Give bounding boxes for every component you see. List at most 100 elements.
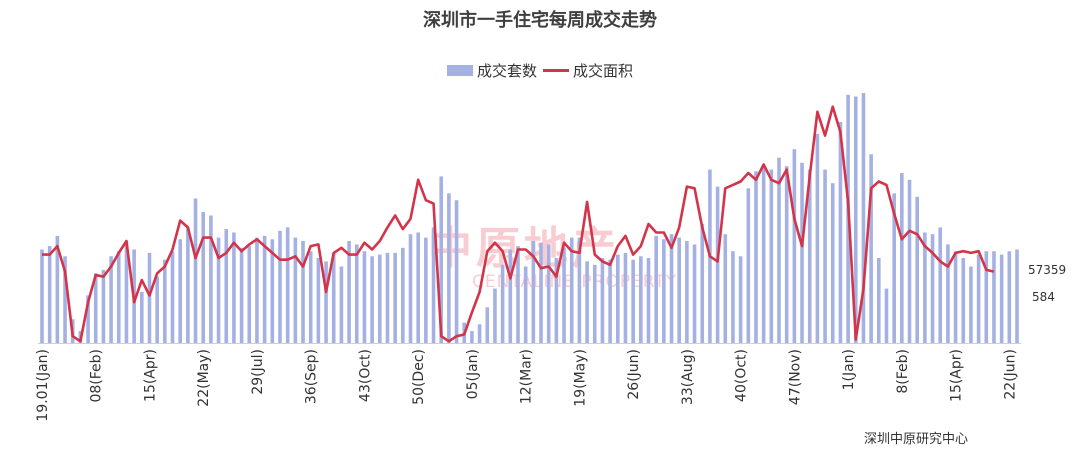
- bar: [470, 331, 474, 343]
- bar: [830, 183, 835, 343]
- bar: [715, 186, 720, 343]
- bar: [293, 237, 298, 343]
- x-tick-label: 50(Dec): [411, 349, 427, 405]
- bar: [961, 258, 966, 343]
- bar: [900, 173, 904, 343]
- x-tick-label: 36(Sep): [304, 349, 320, 404]
- bar-end-label: 584: [1032, 290, 1055, 304]
- x-tick-label: 40(Oct): [734, 349, 750, 402]
- bar: [777, 157, 781, 343]
- x-tick-label: 12(Mar): [519, 349, 535, 404]
- bar: [738, 256, 743, 343]
- bar: [884, 288, 889, 343]
- bar: [247, 246, 252, 343]
- bar: [40, 249, 44, 343]
- bar: [569, 237, 574, 343]
- x-tick-label: 19.01(Jan): [35, 349, 51, 422]
- bar: [984, 251, 989, 343]
- bar: [815, 133, 820, 343]
- bar: [301, 241, 305, 343]
- bar: [331, 252, 336, 343]
- bar: [485, 307, 490, 343]
- bar-series: [40, 93, 1019, 343]
- bar: [731, 251, 735, 343]
- bar: [531, 241, 536, 343]
- bar: [140, 292, 144, 343]
- bar: [646, 258, 651, 343]
- bar: [930, 234, 935, 343]
- bar: [362, 251, 367, 343]
- bar: [262, 235, 267, 343]
- bar: [378, 254, 382, 343]
- bar: [55, 235, 60, 343]
- bar: [654, 235, 658, 343]
- bar: [109, 256, 113, 343]
- bar: [1007, 251, 1012, 343]
- x-axis-ticks: 19.01(Jan) 08(Feb) 15(Apr) 22(May) 29(Jul) 36…: [35, 349, 1018, 422]
- bar: [86, 295, 90, 343]
- line-end-label: 57359: [1028, 263, 1066, 277]
- legend-item-bars[interactable]: 成交套数: [446, 60, 537, 81]
- bar: [1015, 249, 1019, 343]
- bar: [508, 249, 513, 343]
- bar: [769, 169, 774, 343]
- bar: [447, 193, 451, 343]
- chart-title: 深圳市一手住宅每周成交走势: [423, 10, 657, 31]
- bar: [316, 258, 321, 343]
- bar: [631, 259, 635, 343]
- line-series: [42, 105, 995, 343]
- legend[interactable]: 成交套数 成交面积: [0, 60, 1080, 81]
- bar: [147, 252, 152, 343]
- legend-line-swatch: [543, 69, 569, 72]
- bar: [577, 237, 582, 343]
- bar: [877, 258, 881, 343]
- bar: [869, 154, 873, 343]
- bar: [424, 237, 428, 343]
- bar: [700, 224, 705, 343]
- bar: [969, 266, 973, 343]
- bar: [539, 242, 543, 343]
- bar: [431, 227, 436, 343]
- bar: [554, 258, 559, 343]
- bar: [493, 288, 497, 343]
- bar: [439, 176, 444, 343]
- bar: [685, 241, 689, 343]
- bar: [216, 237, 221, 343]
- bar: [761, 164, 766, 343]
- x-tick-label: 19(May): [572, 349, 588, 407]
- bar: [477, 324, 482, 343]
- bar: [339, 266, 344, 343]
- x-tick-label: 8(Feb): [895, 349, 911, 394]
- bar: [401, 247, 405, 343]
- bar: [546, 244, 551, 343]
- bar: [201, 212, 206, 343]
- bar: [209, 215, 213, 343]
- x-tick-label: 29(Jul): [250, 349, 266, 395]
- bar: [124, 241, 129, 343]
- bar: [354, 244, 359, 343]
- bar: [592, 264, 597, 343]
- bar: [662, 239, 666, 343]
- bar: [163, 259, 167, 343]
- bar: [408, 234, 413, 343]
- legend-bar-swatch: [446, 65, 473, 76]
- bar: [116, 251, 121, 343]
- bar: [923, 232, 927, 343]
- bar: [170, 251, 175, 343]
- x-tick-label: 15(Apr): [142, 349, 158, 402]
- bar: [47, 246, 52, 343]
- bar: [600, 258, 605, 343]
- x-tick-label: 22(Jun): [1002, 349, 1018, 400]
- bar: [523, 266, 528, 343]
- bar: [308, 251, 313, 343]
- legend-bar-label: 成交套数: [476, 62, 537, 80]
- bar: [278, 230, 282, 343]
- bar: [838, 122, 843, 343]
- x-tick-label: 47(Nov): [787, 349, 803, 405]
- bar: [861, 93, 866, 343]
- x-tick-label: 43(Oct): [357, 349, 373, 402]
- bar: [907, 179, 912, 343]
- bar: [385, 252, 390, 343]
- legend-item-line[interactable]: 成交面积: [543, 60, 633, 81]
- bar: [255, 237, 259, 343]
